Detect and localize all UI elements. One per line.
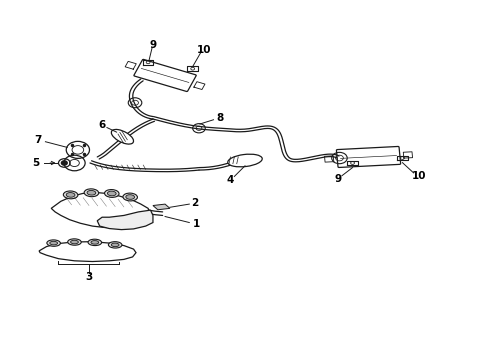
Polygon shape bbox=[39, 242, 136, 261]
Ellipse shape bbox=[123, 193, 137, 201]
Text: 8: 8 bbox=[216, 113, 223, 123]
Ellipse shape bbox=[50, 241, 57, 245]
Text: 1: 1 bbox=[193, 219, 200, 229]
Polygon shape bbox=[97, 210, 153, 230]
Text: 2: 2 bbox=[192, 198, 199, 208]
Ellipse shape bbox=[66, 193, 75, 197]
Text: 9: 9 bbox=[149, 40, 156, 50]
Ellipse shape bbox=[228, 154, 262, 167]
Ellipse shape bbox=[88, 239, 101, 246]
Ellipse shape bbox=[111, 130, 134, 144]
Circle shape bbox=[61, 161, 67, 165]
Text: 7: 7 bbox=[34, 135, 42, 145]
Ellipse shape bbox=[47, 240, 60, 246]
Ellipse shape bbox=[107, 191, 116, 196]
Ellipse shape bbox=[108, 242, 122, 248]
Text: 5: 5 bbox=[32, 158, 39, 168]
Polygon shape bbox=[51, 192, 150, 228]
Ellipse shape bbox=[104, 190, 119, 197]
Text: 10: 10 bbox=[196, 45, 211, 55]
Text: 10: 10 bbox=[412, 171, 427, 181]
Ellipse shape bbox=[91, 240, 98, 244]
Ellipse shape bbox=[87, 190, 96, 195]
Text: 4: 4 bbox=[227, 175, 234, 185]
Ellipse shape bbox=[71, 240, 78, 244]
Text: 9: 9 bbox=[335, 174, 342, 184]
FancyBboxPatch shape bbox=[337, 147, 401, 167]
Ellipse shape bbox=[68, 239, 81, 245]
Ellipse shape bbox=[63, 191, 78, 199]
Ellipse shape bbox=[111, 243, 119, 247]
Ellipse shape bbox=[126, 195, 135, 199]
FancyBboxPatch shape bbox=[134, 59, 196, 91]
Text: 6: 6 bbox=[98, 120, 106, 130]
Polygon shape bbox=[153, 204, 170, 210]
Ellipse shape bbox=[84, 189, 98, 197]
Text: 3: 3 bbox=[85, 272, 93, 282]
